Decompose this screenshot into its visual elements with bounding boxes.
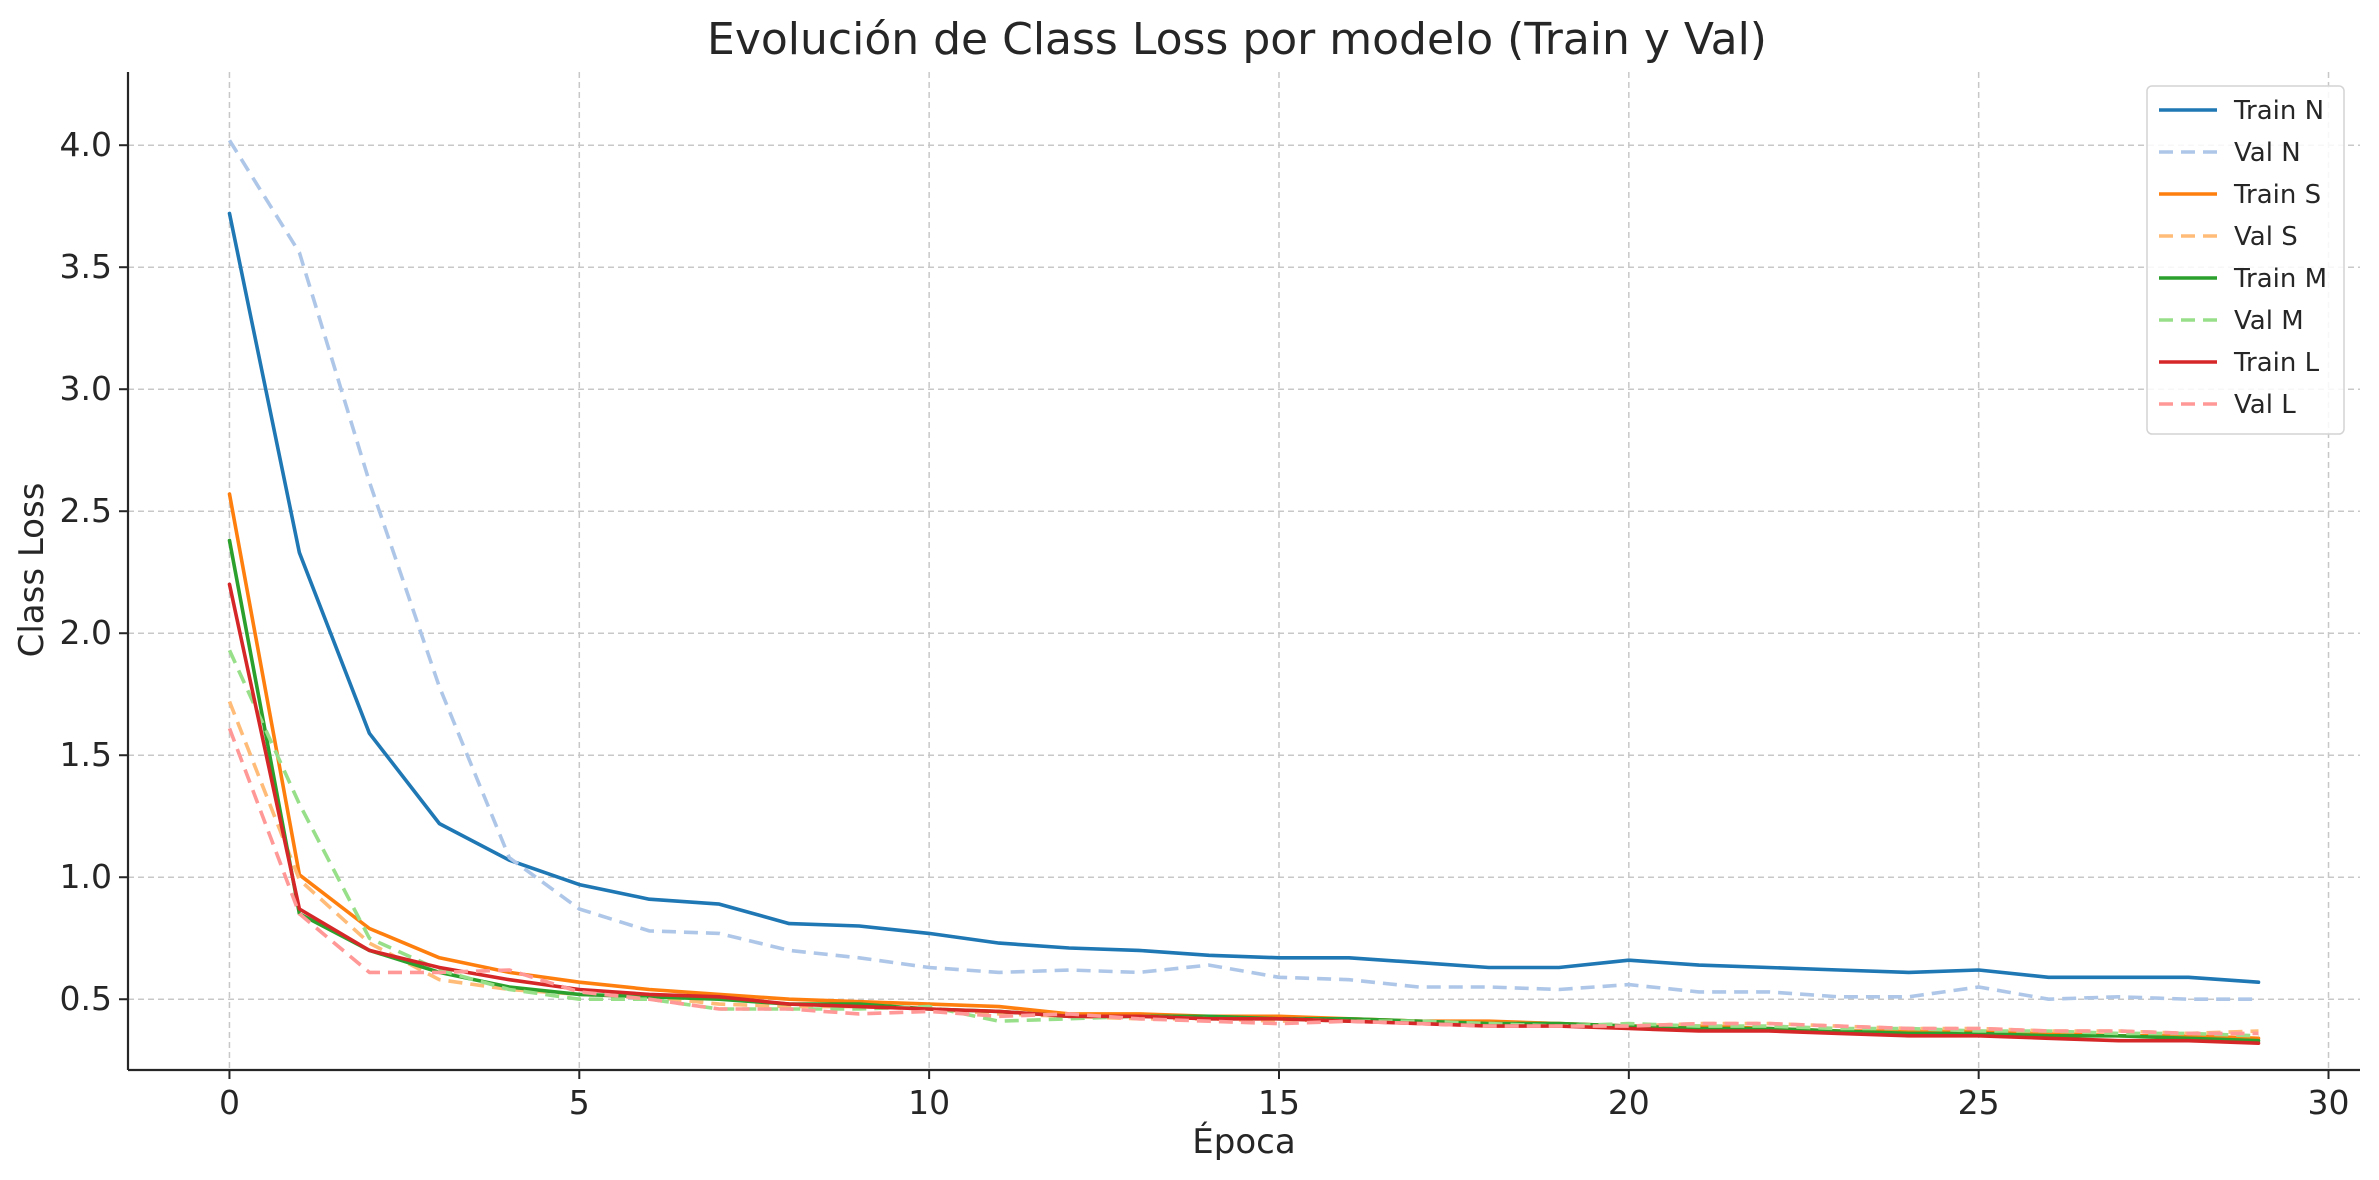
- y-tick-label: 2.0: [60, 613, 112, 652]
- legend-label: Val N: [2234, 138, 2301, 168]
- x-axis-label: Época: [1192, 1121, 1295, 1162]
- y-tick-label: 2.5: [60, 491, 112, 530]
- legend-label: Train M: [2233, 264, 2327, 294]
- legend: Train N Val N Train S Val S Train M Val M Trai…: [2146, 85, 2345, 435]
- series-lines: [227, 139, 2261, 1045]
- x-tick-label: 20: [1608, 1083, 1650, 1122]
- axes: [126, 72, 2360, 1072]
- y-tick-label: 1.5: [60, 735, 112, 774]
- tick-marks: 0 5 10 15 20 25 30 0.5 1.0 1.5 2.0 2.5 3.0 3.5 4.0: [60, 125, 2350, 1122]
- x-tick-label: 25: [1958, 1083, 2000, 1122]
- series-line-val-m: [227, 649, 2259, 1038]
- x-tick-label: 15: [1258, 1083, 1300, 1122]
- x-tick-label: 10: [908, 1083, 950, 1122]
- legend-box: [2146, 85, 2345, 435]
- legend-label: Train S: [2233, 180, 2321, 210]
- x-tick-label: 5: [569, 1083, 590, 1122]
- legend-label: Val L: [2234, 390, 2296, 420]
- y-tick-label: 3.5: [60, 247, 112, 286]
- y-tick-label: 4.0: [60, 125, 112, 164]
- x-tick-label: 30: [2308, 1083, 2350, 1122]
- series-line-val-n: [227, 139, 2259, 1002]
- series-line-val-l: [227, 727, 2259, 1036]
- legend-label: Val S: [2234, 222, 2298, 252]
- y-tick-label: 0.5: [60, 979, 112, 1018]
- grid-lines: [128, 72, 2360, 1070]
- y-tick-label: 1.0: [60, 857, 112, 896]
- legend-label: Train L: [2233, 348, 2320, 378]
- y-tick-label: 3.0: [60, 369, 112, 408]
- legend-label: Val M: [2234, 306, 2304, 336]
- chart-title: Evolución de Class Loss por modelo (Trai…: [707, 14, 1767, 65]
- y-axis-label: Class Loss: [12, 483, 52, 658]
- x-tick-label: 0: [219, 1083, 240, 1122]
- series-line-train-n: [227, 211, 2261, 985]
- legend-label: Train N: [2233, 96, 2324, 126]
